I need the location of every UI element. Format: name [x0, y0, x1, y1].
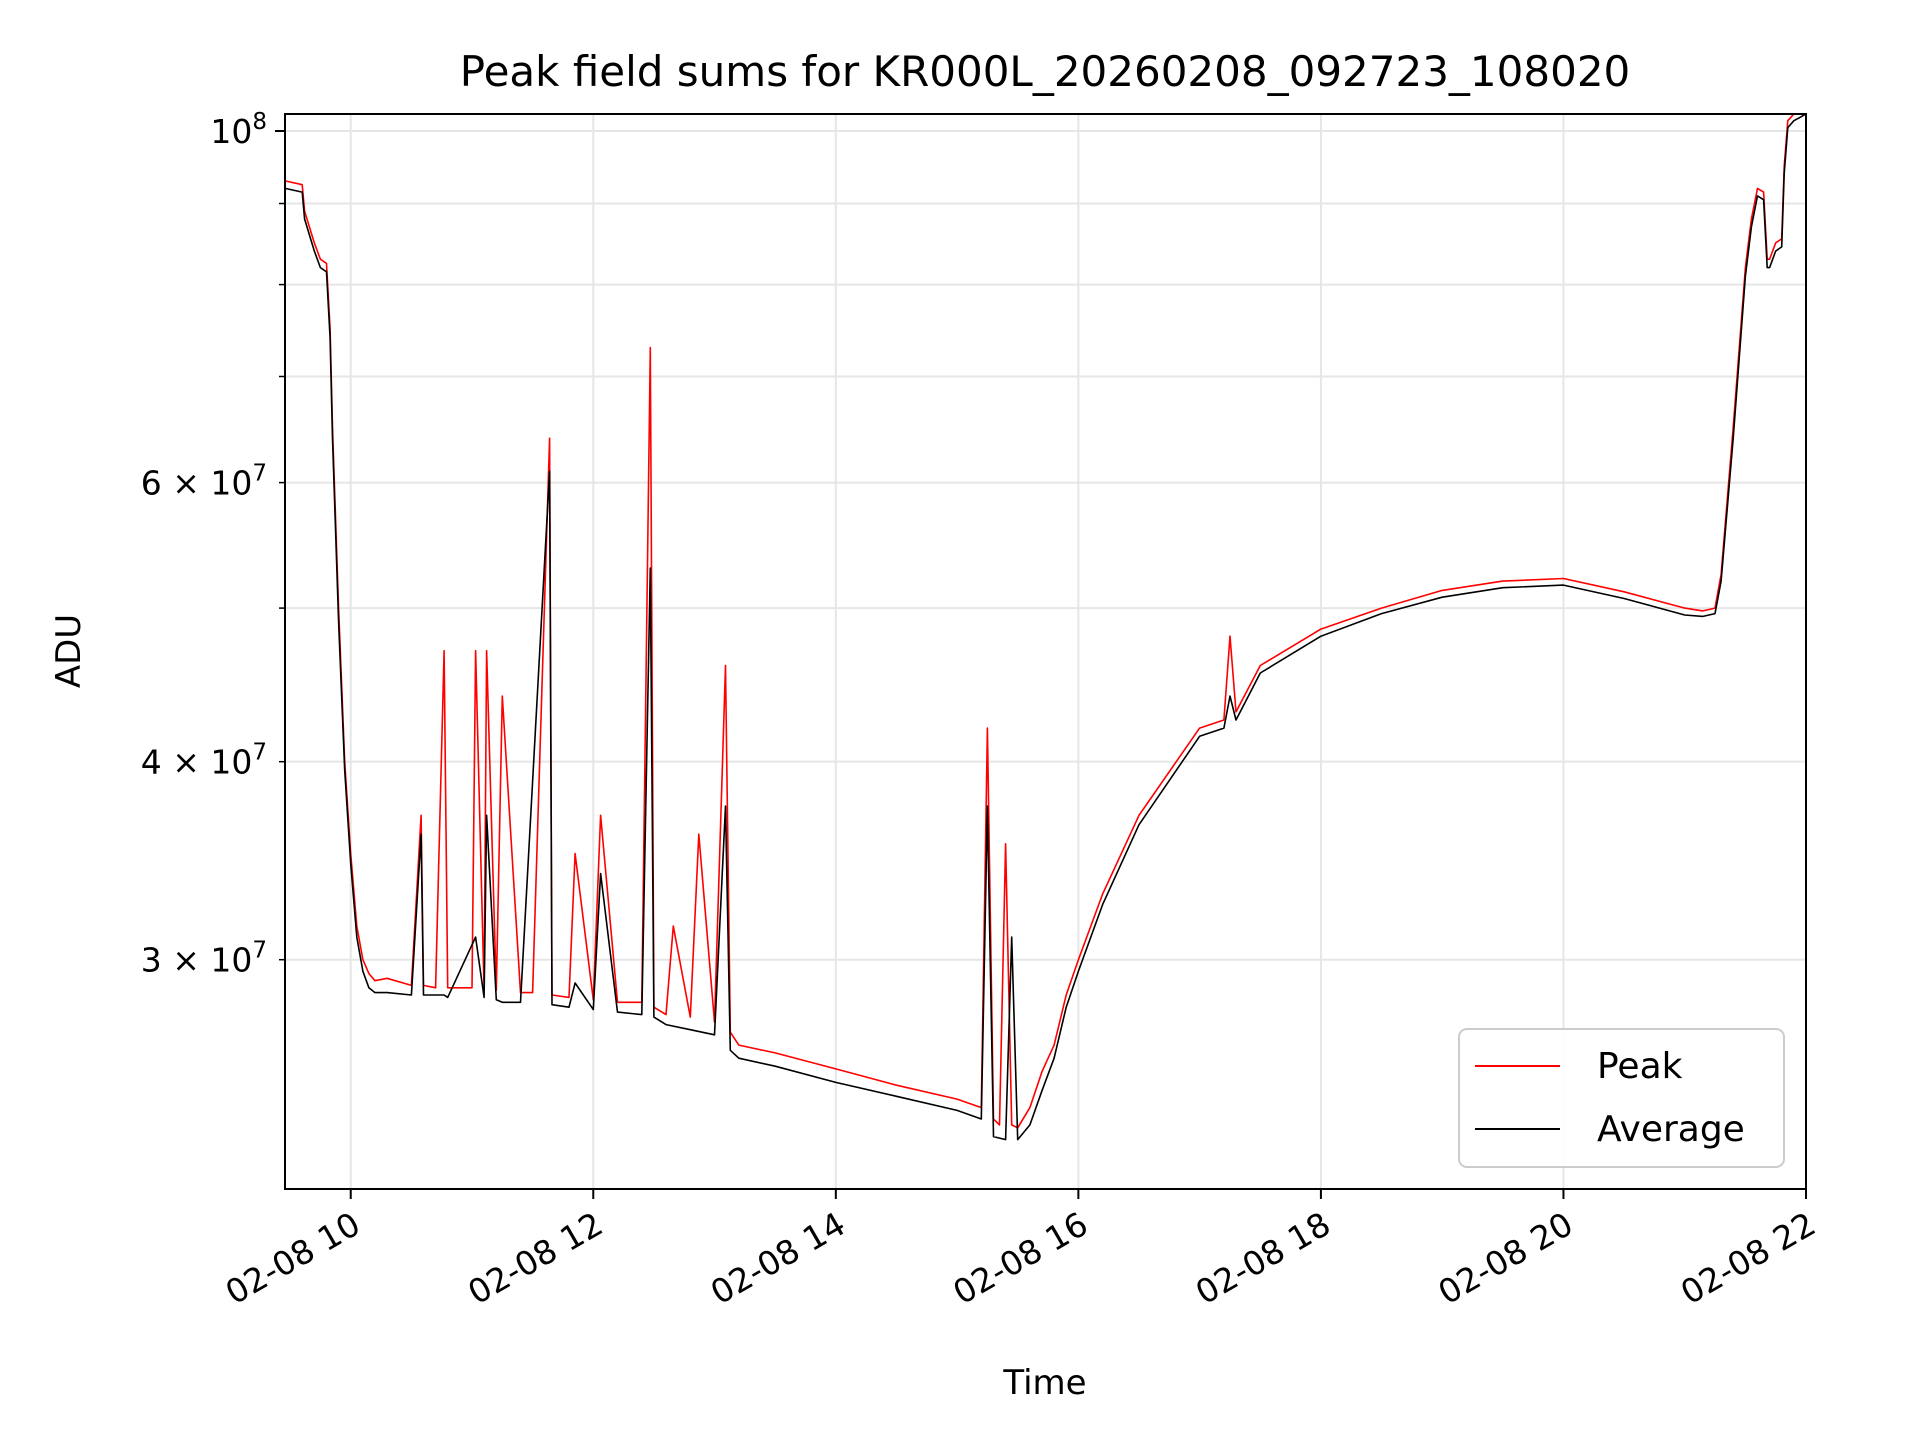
legend-label-peak: Peak: [1597, 1046, 1683, 1087]
y-tick-times: ×: [162, 743, 211, 782]
plot-frame: [284, 113, 1807, 1190]
y-tick-mantissa: 3: [141, 941, 162, 980]
y-tick-base: 10: [210, 941, 252, 980]
y-tick-label: 6 × 107: [141, 461, 267, 503]
legend: Peak Average: [1458, 1028, 1785, 1168]
y-tick-base: 10: [210, 743, 252, 782]
y-tick-times: ×: [162, 941, 211, 980]
y-tick-base: 10: [210, 112, 252, 151]
y-tick-exponent: 7: [252, 938, 267, 964]
y-axis-label: ADU: [49, 614, 89, 688]
y-tick-base: 10: [210, 464, 252, 503]
y-tick-times: ×: [162, 464, 211, 503]
x-axis-label: Time: [1002, 1363, 1086, 1403]
y-tick-exponent: 7: [252, 461, 267, 487]
series-line-peak: [285, 114, 1796, 1129]
y-tick-mantissa: 4: [141, 743, 162, 782]
series-line-average: [285, 114, 1806, 1141]
y-tick-mantissa: 6: [141, 464, 162, 503]
chart-title: Peak field sums for KR000L_20260208_0927…: [460, 47, 1631, 96]
grid: [285, 114, 1807, 1189]
y-tick-label: 4 × 107: [141, 740, 267, 782]
y-tick-label: 3 × 107: [141, 938, 267, 980]
legend-box: [1458, 1028, 1785, 1168]
legend-label-average: Average: [1597, 1109, 1745, 1150]
series-layer: [285, 114, 1806, 1141]
y-tick-label: 108: [210, 109, 267, 151]
y-tick-exponent: 8: [252, 109, 267, 135]
y-tick-exponent: 7: [252, 740, 267, 766]
